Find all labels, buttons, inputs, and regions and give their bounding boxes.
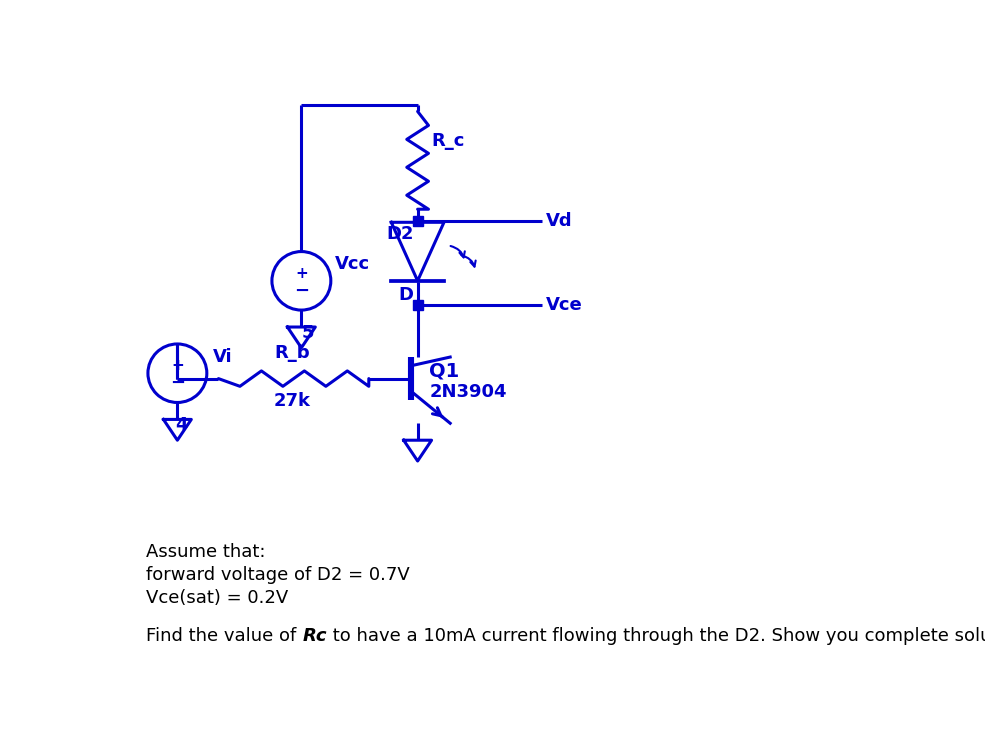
Text: Vd: Vd xyxy=(546,212,572,230)
Text: Rc: Rc xyxy=(302,627,327,645)
Text: +: + xyxy=(171,358,184,373)
Text: Vi: Vi xyxy=(213,348,232,366)
Text: Vcc: Vcc xyxy=(335,255,369,273)
Text: forward voltage of D2 = 0.7V: forward voltage of D2 = 0.7V xyxy=(147,566,410,584)
Text: 27k: 27k xyxy=(273,392,310,411)
Text: Q1: Q1 xyxy=(429,361,459,381)
Text: Find the value of: Find the value of xyxy=(147,627,302,645)
Text: Vce(sat) = 0.2V: Vce(sat) = 0.2V xyxy=(147,589,289,606)
Text: −: − xyxy=(294,282,309,300)
Text: D2: D2 xyxy=(386,224,414,243)
Text: 2N3904: 2N3904 xyxy=(429,383,506,401)
Text: to have a 10mA current flowing through the D2. Show you complete solution.: to have a 10mA current flowing through t… xyxy=(327,627,985,645)
Text: R_c: R_c xyxy=(431,132,465,150)
Text: 4: 4 xyxy=(175,417,187,434)
Text: −: − xyxy=(169,374,185,392)
Text: +: + xyxy=(295,266,307,280)
Text: Assume that:: Assume that: xyxy=(147,542,266,561)
Text: 5: 5 xyxy=(301,324,314,342)
Text: D: D xyxy=(399,286,414,304)
Text: Vce: Vce xyxy=(546,297,582,314)
Text: R_b: R_b xyxy=(274,344,309,361)
